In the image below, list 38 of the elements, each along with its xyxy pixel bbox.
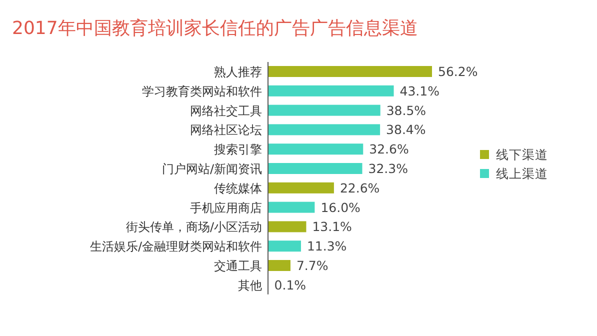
bar [268, 260, 290, 271]
y-tick-label: 学习教育类网站和软件 [142, 84, 262, 98]
data-label: 11.3% [306, 238, 347, 254]
bar [268, 240, 301, 252]
data-label: 32.6% [369, 142, 409, 157]
y-tick-label: 网络社区论坛 [190, 123, 262, 138]
data-label: 7.7% [296, 258, 328, 273]
y-tick-label: 交通工具 [214, 259, 262, 273]
chart-title: 2017年中国教育培训家长信任的广告广告信息渠道 [12, 18, 418, 39]
data-label: 0.1% [274, 277, 306, 292]
y-tick-label: 其他 [238, 278, 262, 292]
data-label: 38.4% [386, 122, 426, 138]
data-label: 16.0% [320, 200, 361, 215]
data-label: 38.5% [386, 102, 426, 118]
y-tick-label: 街头传单，商场/小区活动 [126, 220, 262, 234]
bar [268, 182, 334, 194]
data-label: 32.3% [368, 161, 408, 176]
bar [268, 163, 362, 174]
legend-label: 线上渠道 [496, 166, 548, 181]
legend-label: 线下渠道 [496, 147, 548, 162]
bar [268, 124, 380, 136]
bar [268, 85, 394, 96]
bar [268, 104, 380, 116]
data-label: 56.2% [438, 64, 478, 79]
bar [268, 144, 364, 155]
y-tick-label: 网络社交工具 [190, 104, 262, 118]
data-label: 22.6% [340, 180, 380, 196]
y-tick-label: 搜索引擎 [214, 142, 262, 157]
bar [268, 202, 315, 213]
y-tick-label: 生活娱乐/金融理财类网站和软件 [90, 240, 262, 254]
y-tick-label: 门户网站/新闻资讯 [162, 162, 262, 176]
bar [268, 221, 306, 232]
y-tick-label: 手机应用商店 [190, 200, 262, 215]
y-tick-label: 传统媒体 [214, 181, 262, 196]
data-label: 13.1% [312, 219, 352, 234]
y-tick-label: 熟人推荐 [214, 65, 262, 79]
data-label: 43.1% [400, 83, 440, 98]
bar [268, 66, 432, 77]
